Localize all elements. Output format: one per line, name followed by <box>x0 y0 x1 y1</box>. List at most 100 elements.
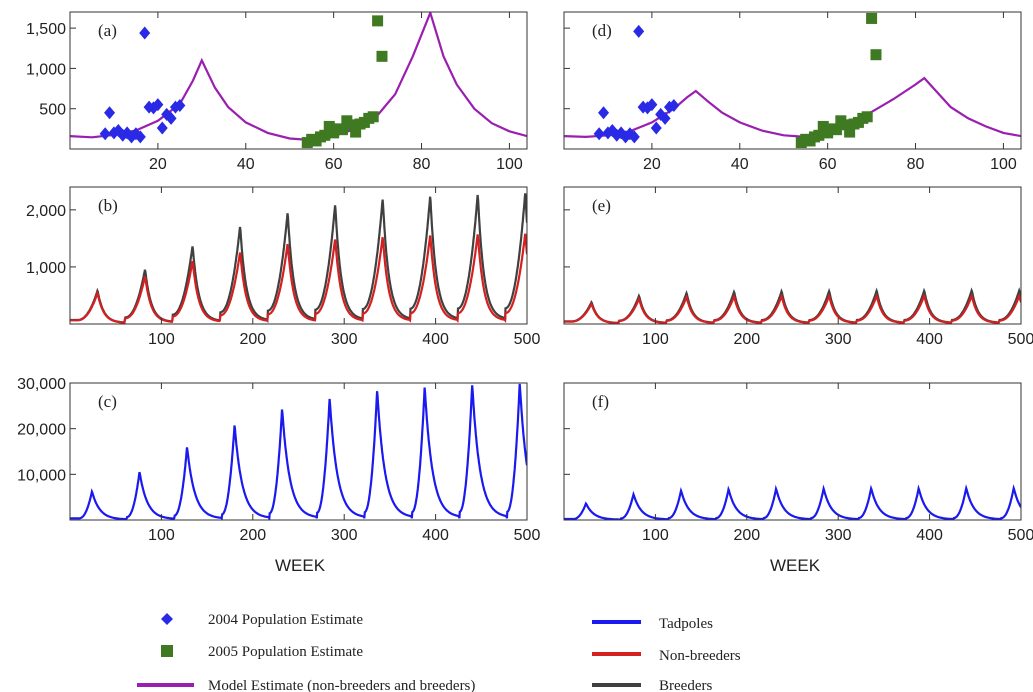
plot-area-d <box>564 12 1021 149</box>
plot-area-e <box>564 287 1021 324</box>
point-2004-0 <box>99 127 111 141</box>
x-tick-label: 400 <box>422 331 449 348</box>
series-model-line <box>70 12 527 142</box>
point-2005-10 <box>839 119 851 131</box>
panel-label-b: (b) <box>98 196 118 215</box>
panel-c: 100 200 300 400 500 10,000 20,000 30,000 (c) <box>17 376 540 544</box>
plot-frame-c <box>69 382 528 521</box>
x-tick-label: 80 <box>907 156 925 173</box>
x-tick-label: 100 <box>496 156 523 173</box>
y-tick-label: 500 <box>39 102 66 119</box>
series-tadpoles-line <box>70 383 527 520</box>
x-tick-label: 40 <box>237 156 255 173</box>
point-2005-8 <box>336 124 348 136</box>
panel-label-e: (e) <box>592 196 611 215</box>
y-tick-label: 2,000 <box>26 203 66 220</box>
panel-label-f: (f) <box>592 392 609 411</box>
legend-label-model: Model Estimate (non-breeders and breeder… <box>208 678 475 692</box>
y-tick-label: 1,000 <box>26 260 66 277</box>
x-tick-label: 500 <box>1008 527 1033 544</box>
x-tick-label: 400 <box>916 331 943 348</box>
series-tadpoles-line <box>564 484 1021 520</box>
x-tick-label: 500 <box>1008 331 1033 348</box>
point-2005-5 <box>817 120 829 132</box>
point-2005-17 <box>376 50 388 62</box>
point-2005-16 <box>372 15 384 27</box>
point-2004-8 <box>628 130 640 144</box>
point-2004-9 <box>139 26 151 40</box>
point-2004-15 <box>165 111 177 125</box>
x-tick-label: 40 <box>731 156 749 173</box>
x-tick-label: 200 <box>239 331 266 348</box>
x-axis-title-right: WEEK <box>770 556 821 575</box>
point-2005-11 <box>350 126 362 138</box>
panel-d: 20 40 60 80 100 (d) <box>563 11 1022 173</box>
plot-frame-d <box>563 11 1022 150</box>
legend-label-2005: 2005 Population Estimate <box>208 644 363 660</box>
x-tick-label: 400 <box>916 527 943 544</box>
legend-label-tadpoles: Tadpoles <box>659 616 713 632</box>
y-tick-label: 20,000 <box>17 422 66 439</box>
legend-label-nonbreeders: Non-breeders <box>659 648 741 664</box>
plot-area-a <box>70 12 527 149</box>
x-tick-label: 20 <box>149 156 167 173</box>
y-tick-label: 10,000 <box>17 467 66 484</box>
panel-label-a: (a) <box>98 21 117 40</box>
point-2004-1 <box>104 106 116 120</box>
x-tick-label: 60 <box>819 156 837 173</box>
x-tick-label: 60 <box>325 156 343 173</box>
x-tick-label: 100 <box>642 527 669 544</box>
point-2004-12 <box>152 98 164 112</box>
panel-f: 100 200 300 400 500 (f) <box>563 382 1033 544</box>
plot-area-c <box>70 383 527 520</box>
legend-label-breeders: Breeders <box>659 678 712 692</box>
panels-layer: 20 40 60 80 100 500 1,000 1,500 (a) 20 40 60 80 100 (d… <box>17 11 1033 544</box>
point-2005-17 <box>870 49 882 61</box>
plot-frame-a <box>69 11 528 150</box>
point-2005-4 <box>813 129 825 141</box>
x-tick-label: 200 <box>239 527 266 544</box>
point-2004-17 <box>668 98 680 112</box>
panel-e: 100 200 300 400 500 (e) <box>563 186 1033 348</box>
series-nonbreeders-line <box>564 292 1021 324</box>
point-2004-0 <box>593 127 605 141</box>
x-tick-label: 400 <box>422 527 449 544</box>
legend-marker-2004-diamond <box>161 613 173 625</box>
point-2004-13 <box>650 121 662 135</box>
x-tick-label: 500 <box>514 527 541 544</box>
point-2004-8 <box>134 130 146 144</box>
x-tick-label: 500 <box>514 331 541 348</box>
x-tick-label: 100 <box>642 331 669 348</box>
plot-frame-e <box>563 186 1022 325</box>
x-tick-label: 100 <box>148 331 175 348</box>
point-2004-1 <box>598 106 610 120</box>
x-axis-title-left: WEEK <box>275 556 326 575</box>
panel-label-d: (d) <box>592 21 612 40</box>
y-tick-label: 30,000 <box>17 376 66 393</box>
legend-marker-2005-square <box>161 645 173 657</box>
x-tick-label: 300 <box>331 331 358 348</box>
y-tick-label: 1,000 <box>26 61 66 78</box>
series-nonbreeders-line <box>70 233 527 324</box>
point-2005-4 <box>319 129 331 141</box>
x-tick-label: 300 <box>331 527 358 544</box>
x-tick-label: 200 <box>733 527 760 544</box>
point-2004-12 <box>646 98 658 112</box>
plot-frame-b <box>69 186 528 325</box>
plot-frame-f <box>563 382 1022 521</box>
legend-label-2004: 2004 Population Estimate <box>208 612 363 628</box>
y-tick-label: 1,500 <box>26 21 66 38</box>
panel-label-c: (c) <box>98 392 117 411</box>
point-2004-13 <box>156 121 168 135</box>
point-2004-4 <box>117 128 129 142</box>
point-2005-10 <box>345 119 357 131</box>
x-tick-label: 80 <box>413 156 431 173</box>
panel-a: 20 40 60 80 100 500 1,000 1,500 (a) <box>26 11 528 173</box>
x-tick-label: 300 <box>825 331 852 348</box>
point-2005-5 <box>323 120 335 132</box>
legend: 2004 Population Estimate 2005 Population… <box>137 612 741 692</box>
point-2004-15 <box>659 111 671 125</box>
series-model-line <box>564 76 1021 139</box>
x-tick-label: 100 <box>148 527 175 544</box>
